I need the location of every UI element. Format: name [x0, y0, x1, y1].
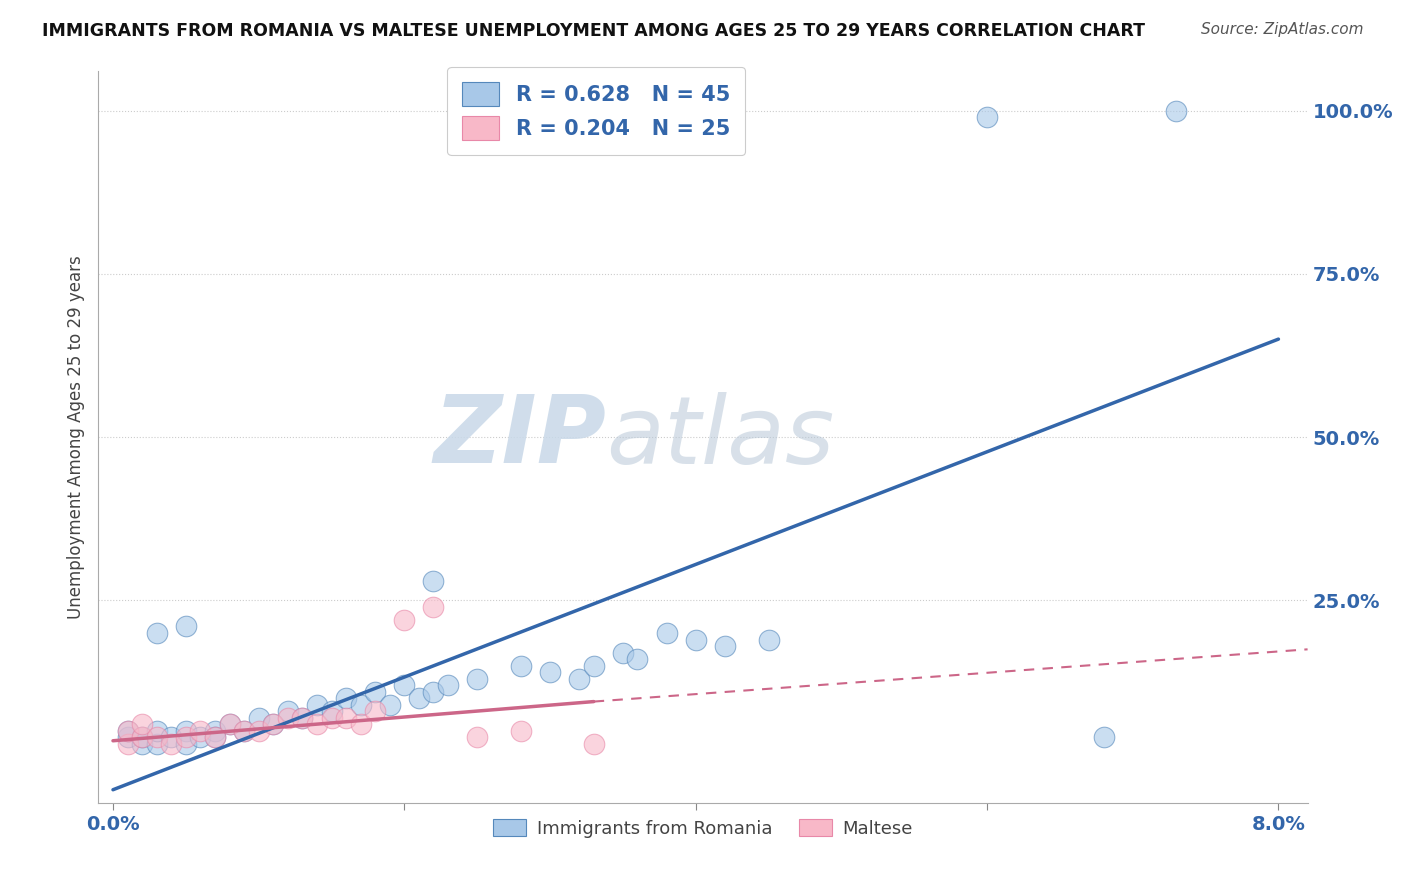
Point [364, 705, 387, 719]
Point [655, 626, 678, 640]
Point [233, 723, 256, 738]
Point [233, 723, 256, 738]
Y-axis label: Unemployment Among Ages 25 to 29 years: Unemployment Among Ages 25 to 29 years [66, 255, 84, 619]
Point [204, 723, 226, 738]
Point [685, 632, 707, 647]
Point [335, 691, 357, 706]
Point [509, 723, 531, 738]
Point [174, 619, 197, 633]
Point [117, 737, 139, 751]
Point [145, 737, 167, 751]
Point [131, 717, 153, 731]
Point [758, 632, 780, 647]
Point [465, 672, 488, 686]
Point [394, 613, 416, 627]
Point [291, 711, 314, 725]
Point [350, 717, 373, 731]
Point [422, 599, 444, 614]
Text: IMMIGRANTS FROM ROMANIA VS MALTESE UNEMPLOYMENT AMONG AGES 25 TO 29 YEARS CORREL: IMMIGRANTS FROM ROMANIA VS MALTESE UNEMP… [42, 22, 1144, 40]
Text: ZIP: ZIP [433, 391, 606, 483]
Point [394, 678, 416, 692]
Point [509, 658, 531, 673]
Point [305, 698, 328, 712]
Point [174, 723, 197, 738]
Point [145, 723, 167, 738]
Point [335, 711, 357, 725]
Text: Source: ZipAtlas.com: Source: ZipAtlas.com [1201, 22, 1364, 37]
Point [131, 737, 153, 751]
Point [582, 658, 605, 673]
Point [218, 717, 240, 731]
Point [538, 665, 561, 680]
Point [582, 737, 605, 751]
Point [305, 717, 328, 731]
Point [247, 723, 270, 738]
Point [408, 691, 430, 706]
Point [145, 731, 167, 745]
Point [465, 731, 488, 745]
Point [1092, 731, 1115, 745]
Point [437, 678, 460, 692]
Point [422, 685, 444, 699]
Point [626, 652, 648, 666]
Point [262, 717, 284, 731]
Point [131, 731, 153, 745]
Point [1166, 103, 1188, 118]
Point [145, 626, 167, 640]
Point [160, 737, 183, 751]
Point [277, 711, 299, 725]
Point [291, 711, 314, 725]
Legend: Immigrants from Romania, Maltese: Immigrants from Romania, Maltese [486, 812, 920, 845]
Point [160, 731, 183, 745]
Point [976, 110, 998, 124]
Text: atlas: atlas [606, 392, 835, 483]
Point [218, 717, 240, 731]
Point [612, 646, 634, 660]
Point [262, 717, 284, 731]
Point [321, 711, 343, 725]
Point [350, 698, 373, 712]
Point [190, 723, 212, 738]
Point [174, 731, 197, 745]
Point [321, 705, 343, 719]
Point [131, 731, 153, 745]
Point [117, 731, 139, 745]
Point [568, 672, 591, 686]
Point [247, 711, 270, 725]
Point [378, 698, 401, 712]
Point [117, 723, 139, 738]
Point [364, 685, 387, 699]
Point [117, 723, 139, 738]
Point [190, 731, 212, 745]
Point [204, 731, 226, 745]
Point [174, 737, 197, 751]
Point [204, 731, 226, 745]
Point [714, 639, 737, 653]
Point [422, 574, 444, 588]
Point [277, 705, 299, 719]
